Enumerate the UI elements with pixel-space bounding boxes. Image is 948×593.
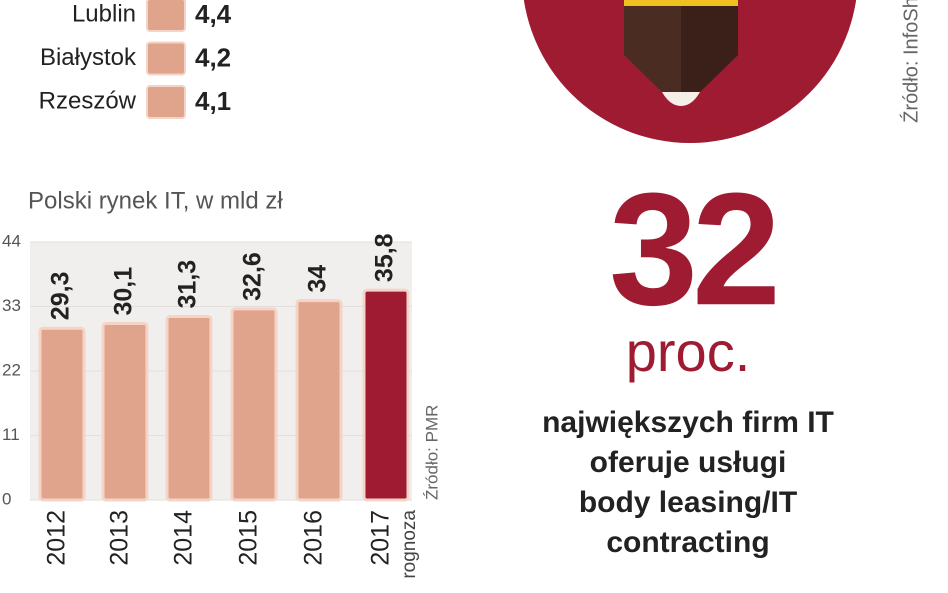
swatch bbox=[146, 0, 186, 32]
big-unit: proc. bbox=[626, 320, 751, 383]
y-tick-label: 44 bbox=[2, 231, 21, 250]
y-tick-label: 22 bbox=[2, 360, 21, 379]
pencil-band bbox=[624, 0, 738, 6]
bar bbox=[230, 307, 278, 502]
bar bbox=[38, 326, 86, 502]
annotation: rognoza bbox=[399, 510, 420, 579]
x-tick-label: 2012 bbox=[43, 510, 71, 566]
x-tick-label: 2014 bbox=[170, 510, 198, 566]
value-label: 29,3 bbox=[47, 272, 75, 321]
highlight-line: oferuje usługi bbox=[590, 446, 787, 479]
chart-title: Polski rynek IT, w mld zł bbox=[28, 187, 283, 214]
x-tick-label: 2013 bbox=[106, 510, 134, 566]
highlight-line: największych firm IT bbox=[542, 406, 834, 439]
highlight-line: contracting bbox=[606, 526, 769, 559]
bar bbox=[362, 288, 410, 502]
chart-source: Źródło: PMR bbox=[422, 405, 441, 500]
city-value: 4,4 bbox=[195, 0, 232, 29]
y-tick-label: 11 bbox=[2, 425, 20, 444]
swatch bbox=[146, 85, 186, 119]
city-name: Lublin bbox=[72, 0, 136, 27]
value-label: 35,8 bbox=[371, 233, 399, 282]
value-label: 31,3 bbox=[174, 260, 202, 309]
x-tick-label: 2017 bbox=[367, 510, 395, 566]
y-tick-label: 33 bbox=[2, 296, 21, 315]
value-label: 34 bbox=[304, 265, 332, 293]
city-name: Białystok bbox=[40, 44, 137, 71]
x-tick-label: 2015 bbox=[235, 510, 263, 566]
bar bbox=[165, 314, 213, 502]
pencil-tip bbox=[662, 92, 700, 106]
x-tick-label: 2016 bbox=[300, 510, 328, 566]
highlight-line: body leasing/IT bbox=[579, 486, 797, 519]
city-value: 4,1 bbox=[195, 86, 231, 116]
y-tick-label: 0 bbox=[2, 489, 11, 508]
source-right: Źródło: InfoSh bbox=[899, 0, 922, 123]
value-label: 32,6 bbox=[239, 252, 267, 301]
value-label: 30,1 bbox=[110, 267, 138, 316]
big-number: 32 bbox=[609, 159, 775, 338]
city-name: Rzeszów bbox=[39, 87, 137, 114]
bar bbox=[101, 322, 149, 502]
city-value: 4,2 bbox=[195, 42, 231, 72]
swatch bbox=[146, 41, 186, 76]
pencil-shade bbox=[681, 6, 738, 92]
bar bbox=[295, 299, 343, 502]
